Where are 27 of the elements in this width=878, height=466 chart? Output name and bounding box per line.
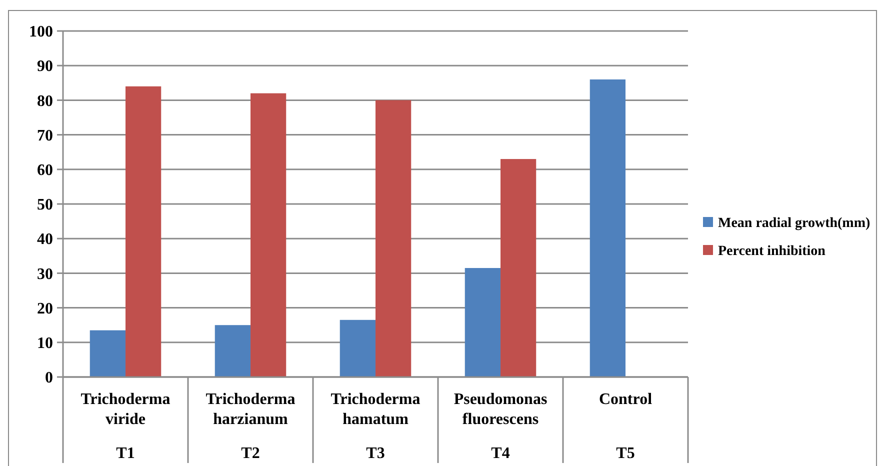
category-label: Control T5 — [598, 391, 652, 462]
y-tick-label: 10 — [37, 335, 53, 352]
y-tick-label: 90 — [37, 58, 53, 76]
x-tick-label: Trichoderma harzianum T2 — [206, 391, 296, 462]
bar — [590, 79, 626, 377]
bar — [500, 159, 536, 377]
bar — [340, 320, 376, 377]
bar — [126, 86, 162, 377]
y-tick-label: 50 — [37, 196, 53, 214]
y-tick-label: 60 — [37, 162, 53, 179]
y-tick-label: 80 — [37, 92, 53, 110]
y-tick-label: 40 — [37, 231, 53, 248]
y-tick-label: 100 — [29, 24, 53, 41]
bar — [250, 93, 286, 377]
y-tick-label: 30 — [37, 266, 53, 283]
y-tick-label: 20 — [37, 300, 53, 318]
x-tick-label: Pseudomonas fluorescens T4 — [454, 391, 548, 462]
x-tick-label: Trichoderma hamatum T3 — [330, 391, 420, 462]
y-tick-label: 0 — [45, 370, 53, 387]
x-tick-label: Trichoderma viride T1 — [80, 391, 170, 462]
bar — [90, 330, 126, 377]
y-tick-label: 70 — [37, 127, 53, 144]
legend-label: Mean radial growth(mm) — [718, 216, 870, 231]
bar — [376, 100, 412, 377]
bar — [214, 325, 250, 377]
legend-label: Percent inhibition — [718, 244, 826, 259]
bar — [464, 268, 500, 377]
